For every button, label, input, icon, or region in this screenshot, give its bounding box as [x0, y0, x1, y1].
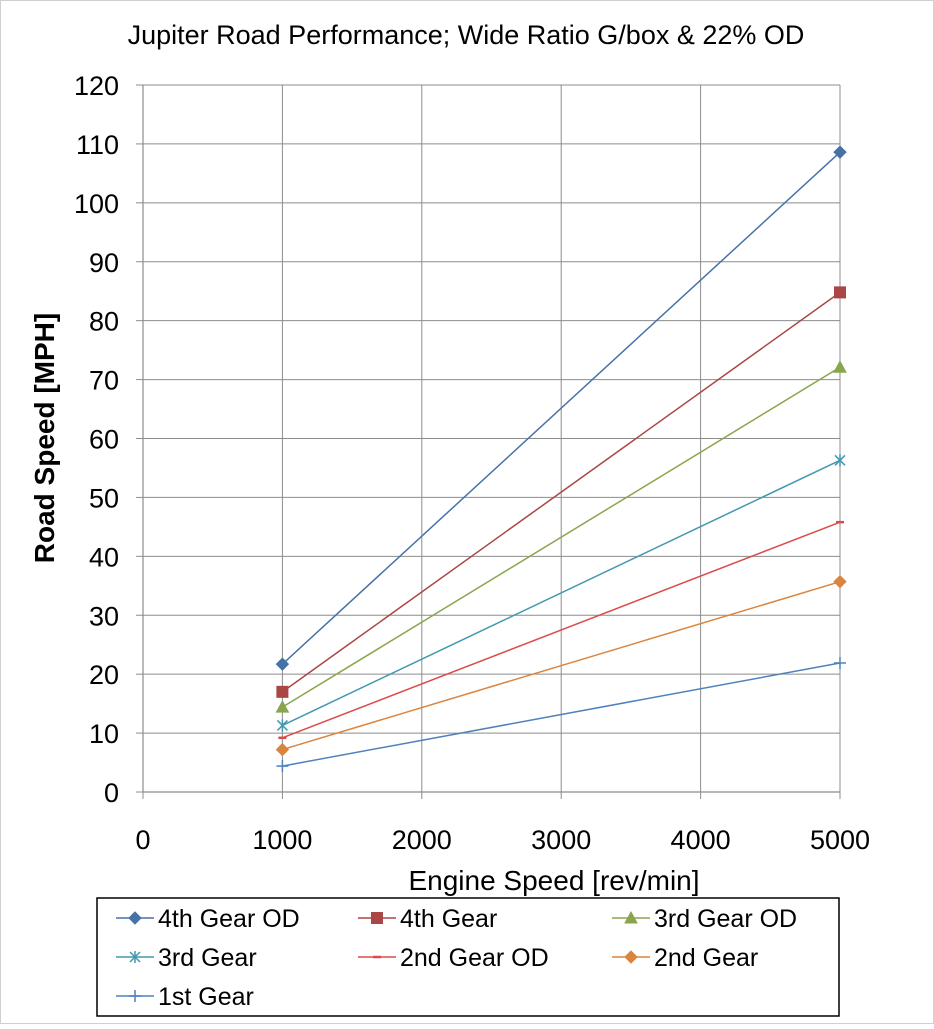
series-line	[282, 662, 841, 767]
legend-label: 3rd Gear OD	[654, 905, 797, 933]
legend-marker	[624, 950, 638, 964]
x-tick-label: 0	[135, 825, 150, 855]
series-line	[282, 521, 841, 739]
legend-label: 4th Gear OD	[158, 905, 300, 933]
series-3rd-gear-od	[275, 360, 847, 713]
x-tick-label: 3000	[531, 825, 591, 855]
data-point	[275, 657, 290, 671]
legend-entry: 1st Gear	[116, 983, 254, 1011]
series-line	[282, 580, 841, 751]
legend-box	[96, 897, 840, 1017]
legend-entry: 2nd Gear OD	[358, 944, 549, 972]
legend-label: 1st Gear	[158, 983, 254, 1011]
legend-marker	[624, 910, 638, 924]
data-point	[833, 574, 847, 589]
legend-marker	[129, 951, 141, 963]
y-tick-label: 90	[89, 248, 119, 278]
legend-label: 3rd Gear	[158, 944, 257, 972]
data-point	[276, 760, 289, 773]
x-tick-label: 4000	[671, 825, 731, 855]
data-point	[276, 719, 288, 732]
data-point	[834, 286, 846, 299]
series-1st-gear	[276, 656, 846, 773]
data-point	[275, 742, 290, 757]
data-point	[834, 454, 846, 467]
series-line	[282, 459, 841, 727]
y-tick-label: 100	[74, 189, 119, 219]
data-point	[276, 685, 289, 698]
x-axis-label: Engine Speed [rev/min]	[408, 865, 699, 896]
axes: 0 10 20 30 40 50 60 70 80 90 100 110 120 0 1000 2000 300…	[74, 71, 870, 855]
y-tick-label: 10	[89, 719, 119, 749]
x-tick-label: 1000	[252, 825, 312, 855]
data-point	[834, 656, 846, 669]
series-2nd-gear-od	[278, 520, 844, 740]
x-tick-label: 2000	[392, 825, 452, 855]
y-tick-label: 60	[89, 425, 119, 455]
chart-title: Jupiter Road Performance; Wide Ratio G/b…	[128, 20, 805, 50]
legend-entry: 3rd Gear	[116, 944, 257, 972]
legend-label: 2nd Gear	[654, 944, 758, 972]
legend-entry: 2nd Gear	[612, 944, 758, 972]
legend: 4th Gear OD 4th Gear 3rd Gear OD 3rd Gear 2n…	[116, 905, 797, 1011]
y-tick-label: 40	[89, 542, 119, 572]
series-4th-gear-od	[275, 145, 847, 671]
legend-marker	[129, 990, 141, 1002]
y-tick-label: 0	[104, 778, 119, 808]
x-tick-label: 5000	[810, 825, 870, 855]
legend-entry: 3rd Gear OD	[612, 905, 797, 933]
y-tick-label: 70	[89, 366, 119, 396]
series-3rd-gear	[276, 454, 846, 732]
y-tick-label: 120	[74, 71, 119, 101]
legend-marker	[128, 911, 142, 925]
legend-label: 2nd Gear OD	[400, 944, 549, 972]
series-4th-gear	[276, 286, 846, 698]
legend-marker	[371, 912, 383, 924]
y-tick-label: 110	[76, 130, 119, 160]
series-2nd-gear	[275, 574, 847, 757]
legend-entry: 4th Gear OD	[116, 905, 300, 933]
y-tick-label: 30	[89, 601, 119, 631]
y-tick-label: 20	[89, 660, 119, 690]
series-line	[281, 151, 841, 665]
legend-entry: 4th Gear	[358, 905, 497, 933]
series-line	[281, 291, 841, 693]
legend-label: 4th Gear	[400, 905, 497, 933]
y-axis-label: Road Speed [MPH]	[29, 313, 60, 563]
y-tick-label: 50	[89, 483, 119, 513]
series-line	[282, 366, 841, 708]
data-point	[275, 700, 290, 713]
series-layer	[275, 145, 847, 773]
data-point	[833, 360, 847, 373]
data-point	[833, 145, 847, 159]
y-tick-label: 80	[89, 307, 119, 337]
